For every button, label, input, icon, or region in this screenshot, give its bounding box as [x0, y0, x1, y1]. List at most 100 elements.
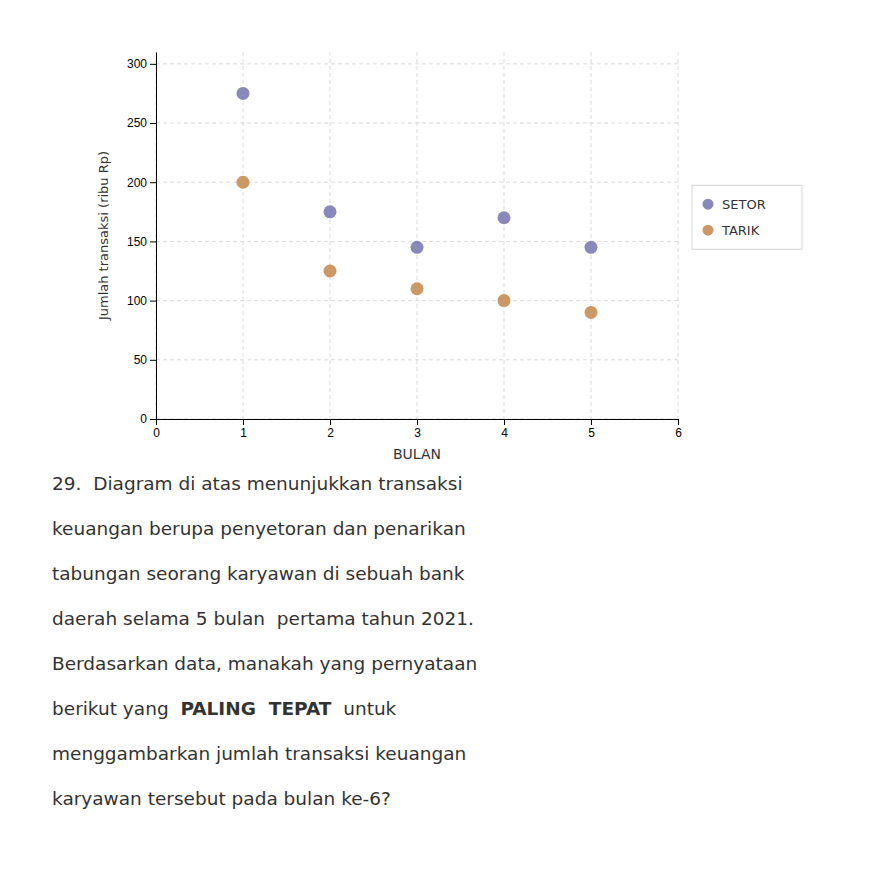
tick: 150	[127, 235, 156, 249]
tick-label: 2	[327, 426, 334, 440]
series	[237, 176, 598, 319]
annotation-part: berikut yang	[52, 698, 180, 719]
grid-line-y	[156, 63, 678, 64]
annotation-part: untuk	[331, 698, 396, 719]
tick-mark	[678, 419, 679, 425]
tick-label: 100	[127, 294, 147, 308]
annotation: berikut yang PALING TEPAT untuk	[52, 698, 397, 719]
tick-mark	[417, 419, 418, 425]
series	[237, 87, 598, 254]
grid-line-x	[417, 52, 418, 419]
tick-label: 200	[127, 176, 147, 190]
tick-label: 0	[140, 412, 147, 426]
point	[498, 211, 511, 224]
tick-label: 0	[153, 426, 160, 440]
grid-line-x	[678, 52, 679, 419]
tick: 200	[127, 176, 156, 190]
grid-line-x	[504, 52, 505, 419]
tick: 300	[127, 57, 156, 71]
point	[324, 265, 337, 278]
tick-label: 5	[588, 426, 595, 440]
tick: 2	[327, 419, 334, 440]
point	[498, 294, 511, 307]
tick-mark	[504, 419, 505, 425]
grid-line-y	[156, 123, 678, 124]
annotation: daerah selama 5 bulan pertama tahun 2021…	[52, 608, 474, 629]
annotation: karyawan tersebut pada bulan ke-6?	[52, 788, 391, 809]
tick-mark	[150, 360, 156, 361]
tick-mark	[591, 419, 592, 425]
grid-line-x	[330, 52, 331, 419]
point	[411, 282, 424, 295]
tick-mark	[150, 182, 156, 183]
grid-line-y	[156, 359, 678, 360]
annotation-part: 29. Diagram di atas menunjukkan transaks…	[52, 473, 463, 494]
tick-label: 50	[134, 353, 148, 367]
annotation-part: Berdasarkan data, manakah yang pernyataa…	[52, 653, 477, 674]
tick-label: 250	[127, 116, 147, 130]
legend-label: SETOR	[722, 197, 766, 212]
tick-label: 4	[501, 426, 508, 440]
point	[411, 241, 424, 254]
tick-mark	[156, 419, 157, 425]
plot: 0 1 2 3 4 5 6 0 50 100 150 200 250 300 BULAN Jumlah tra…	[96, 52, 682, 462]
legend-label: TARIK	[721, 223, 760, 238]
annotation: keuangan berupa penyetoran dan penarikan	[52, 518, 466, 539]
annotation-part: menggambarkan jumlah transaksi keuangan	[52, 743, 466, 764]
grid-line-y	[156, 300, 678, 301]
legend-marker	[703, 199, 714, 210]
chart: 0 1 2 3 4 5 6 0 50 100 150 200 250 300 BULAN Jumlah tra…	[0, 0, 869, 873]
annotations: 29. Diagram di atas menunjukkan transaks…	[52, 473, 477, 809]
annotation-part: karyawan tersebut pada bulan ke-6?	[52, 788, 391, 809]
x-axis: 0 1 2 3 4 5 6	[153, 419, 682, 440]
tick-mark	[150, 419, 156, 420]
y-axis-label: Jumlah transaksi (ribu Rp)	[96, 151, 111, 321]
grid-line-x	[243, 52, 244, 419]
tick: 6	[675, 419, 682, 440]
point	[237, 87, 250, 100]
annotation-part: PALING TEPAT	[180, 698, 331, 719]
x-axis-label: BULAN	[393, 446, 441, 462]
tick-label: 150	[127, 235, 147, 249]
tick-mark	[150, 64, 156, 65]
legend: SETOR TARIK	[692, 185, 802, 249]
grid-line-x	[591, 52, 592, 419]
annotation: tabungan seorang karyawan di sebuah bank	[52, 563, 465, 584]
grid-line-y	[156, 182, 678, 183]
tick-label: 1	[240, 426, 247, 440]
tick: 5	[588, 419, 595, 440]
tick: 3	[414, 419, 421, 440]
tick: 1	[240, 419, 247, 440]
tick: 4	[501, 419, 508, 440]
annotation-part: keuangan berupa penyetoran dan penarikan	[52, 518, 466, 539]
tick: 100	[127, 294, 156, 308]
point	[237, 176, 250, 189]
tick-mark	[150, 241, 156, 242]
annotation: Berdasarkan data, manakah yang pernyataa…	[52, 653, 477, 674]
tick-mark	[150, 123, 156, 124]
tick: 0	[153, 419, 160, 440]
annotation: 29. Diagram di atas menunjukkan transaks…	[52, 473, 463, 494]
grid-line-x	[156, 52, 157, 419]
tick-label: 6	[675, 426, 682, 440]
legend-marker	[703, 225, 714, 236]
tick-mark	[243, 419, 244, 425]
axis-line	[156, 53, 157, 420]
annotation-part: tabungan seorang karyawan di sebuah bank	[52, 563, 465, 584]
tick-label: 3	[414, 426, 421, 440]
tick-mark	[150, 301, 156, 302]
grid	[156, 52, 678, 419]
annotation-part: daerah selama 5 bulan pertama tahun 2021…	[52, 608, 474, 629]
tick-label: 300	[127, 57, 147, 71]
annotation: menggambarkan jumlah transaksi keuangan	[52, 743, 466, 764]
tick-mark	[330, 419, 331, 425]
legend-frame	[692, 185, 802, 249]
tick: 50	[134, 353, 156, 367]
tick: 250	[127, 116, 156, 130]
point	[324, 205, 337, 218]
points	[237, 87, 598, 319]
point	[585, 241, 598, 254]
point	[585, 306, 598, 319]
y-axis: 0 50 100 150 200 250 300	[127, 53, 157, 427]
tick: 0	[140, 412, 156, 426]
